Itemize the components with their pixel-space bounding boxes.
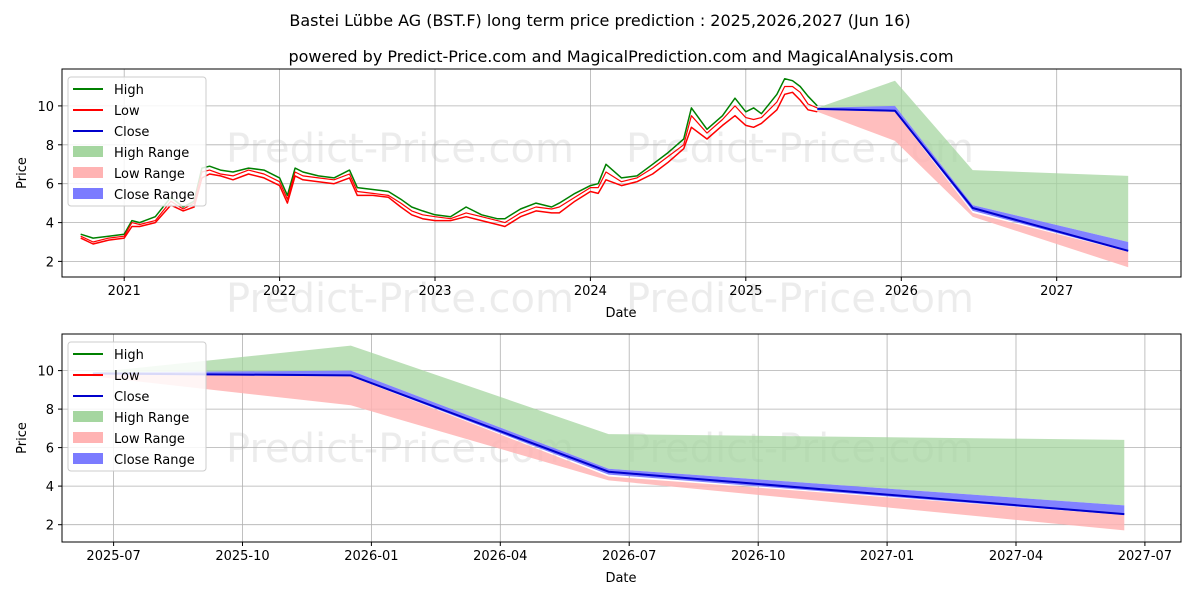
overview-panel: Predict-Price.com Predict-Price.com Pred… <box>15 68 1182 322</box>
legend-low-range-swatch <box>73 167 103 178</box>
zoom-legend: High Low Close High Range Low Range Clos… <box>67 341 207 472</box>
x-tick-label: 2023 <box>418 284 451 299</box>
x-tick-label: 2025-10 <box>215 549 269 564</box>
x-tick-label: 2025-07 <box>86 549 140 564</box>
legend-low-range-swatch <box>73 432 103 443</box>
y-tick-label: 8 <box>46 403 54 418</box>
zoom-ylabel: Price <box>15 422 30 454</box>
legend-close-label: Close <box>114 390 149 405</box>
legend-high-label: High <box>114 83 144 98</box>
legend-low-range-label: Low Range <box>114 167 185 182</box>
legend-close-range-swatch <box>73 188 103 199</box>
legend-low-range-label: Low Range <box>114 432 185 447</box>
y-tick-label: 6 <box>46 442 54 457</box>
x-tick-label: 2026 <box>885 284 918 299</box>
watermark-text: Predict-Price.com <box>226 276 574 322</box>
overview-axes-frame <box>61 68 1182 278</box>
legend-high-label: High <box>114 348 144 363</box>
x-tick-label: 2027-07 <box>1118 549 1172 564</box>
legend-high-range-label: High Range <box>114 411 189 426</box>
zoom-xlabel: Date <box>605 571 636 586</box>
overview-xlabel: Date <box>605 306 636 321</box>
x-tick-label: 2025 <box>729 284 762 299</box>
forecast-close-line <box>817 107 1129 252</box>
y-tick-label: 2 <box>46 519 54 534</box>
y-tick-label: 10 <box>37 100 54 115</box>
x-tick-label: 2021 <box>108 284 141 299</box>
zoom-ticks: 2025-07 2025-10 2026-01 2026-04 2026-07 2026-… <box>37 365 1172 564</box>
y-tick-label: 4 <box>46 217 54 232</box>
x-tick-label: 2026-07 <box>602 549 656 564</box>
x-tick-label: 2026-10 <box>731 549 785 564</box>
legend-close-label: Close <box>114 125 149 140</box>
watermark-text: Predict-Price.com <box>626 276 974 322</box>
x-tick-label: 2024 <box>574 284 607 299</box>
zoom-axes-frame <box>61 333 1182 543</box>
legend-high-range-swatch <box>73 411 103 422</box>
overview-ticks: 2021 2022 2023 2024 2025 2026 2027 2 4 6 8 10 <box>37 100 1073 299</box>
chart-subtitle: powered by Predict-Price.com and Magical… <box>288 47 953 66</box>
x-tick-label: 2026-01 <box>344 549 398 564</box>
x-tick-label: 2027 <box>1040 284 1073 299</box>
chart-title: Bastei Lübbe AG (BST.F) long term price … <box>289 11 910 30</box>
y-tick-label: 8 <box>46 139 54 154</box>
legend-high-range-label: High Range <box>114 146 189 161</box>
y-tick-label: 6 <box>46 178 54 193</box>
overview-forecast-areas <box>817 80 1129 268</box>
x-tick-label: 2022 <box>263 284 296 299</box>
y-tick-label: 4 <box>46 480 54 495</box>
x-tick-label: 2027-04 <box>989 549 1043 564</box>
legend-low-label: Low <box>114 104 140 119</box>
legend-close-range-label: Close Range <box>114 188 195 203</box>
y-tick-label: 10 <box>37 365 54 380</box>
forecast-close-line <box>92 372 1125 516</box>
close-range-band <box>817 105 1129 252</box>
zoom-price-lines <box>92 372 1125 516</box>
y-tick-label: 2 <box>46 255 54 270</box>
overview-ylabel: Price <box>15 157 30 189</box>
low-range-band <box>92 374 1125 531</box>
x-tick-label: 2026-04 <box>473 549 527 564</box>
close-range-band <box>92 370 1125 515</box>
overview-legend: High Low Close High Range Low Range Clos… <box>67 76 207 207</box>
high-range-band <box>92 345 1125 506</box>
legend-close-range-swatch <box>73 453 103 464</box>
zoom-forecast-areas <box>92 345 1125 531</box>
x-tick-label: 2027-01 <box>860 549 914 564</box>
zoom-panel: Predict-Price.com Predict-Price.com 2025… <box>15 333 1182 586</box>
legend-low-label: Low <box>114 369 140 384</box>
watermark-text: Predict-Price.com <box>226 126 574 172</box>
high-range-band <box>817 80 1129 242</box>
legend-close-range-label: Close Range <box>114 453 195 468</box>
legend-high-range-swatch <box>73 146 103 157</box>
low-range-band <box>817 109 1129 268</box>
